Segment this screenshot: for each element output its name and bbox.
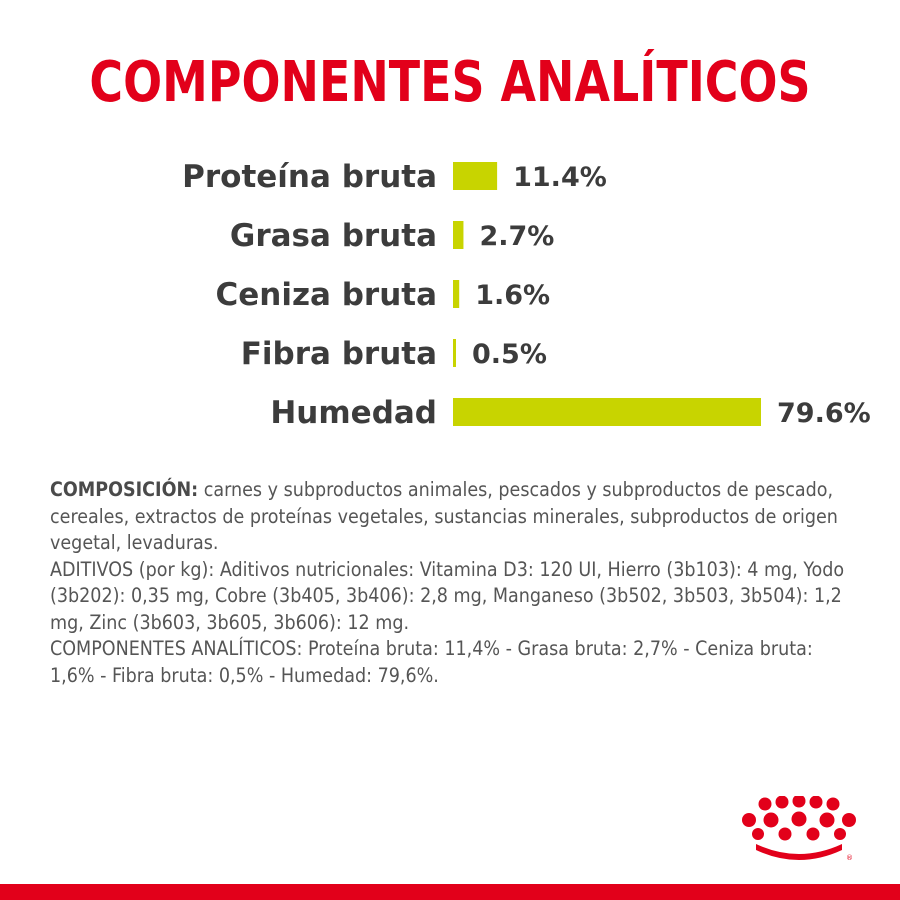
composition-ingredients: carnes y subproductos animales, pescados… [50,478,838,554]
composition-text: COMPOSICIÓN: carnes y subproductos anima… [50,477,860,689]
category-label: Proteína bruta [182,159,437,195]
category-label: Humedad [270,395,437,431]
value-label: 11.4% [513,162,607,193]
page-title: COMPONENTES ANALÍTICOS [89,50,811,115]
value-label: 1.6% [475,280,550,311]
additives-paragraph: ADITIVOS (por kg): Aditivos nutricionale… [50,557,845,634]
composition-heading: COMPOSICIÓN: [50,478,199,501]
bar [453,339,456,367]
analytical-paragraph: COMPONENTES ANALÍTICOS: Proteína bruta: … [50,637,813,687]
bar [453,162,498,190]
category-label: Grasa bruta [230,218,437,254]
value-label: 79.6% [777,398,871,429]
bar [453,280,460,308]
value-label: 2.7% [479,221,554,252]
bar [453,221,464,249]
value-label: 0.5% [472,339,547,370]
category-label: Fibra bruta [241,336,437,372]
chart-bars: Proteína bruta 11.4% Grasa bruta 2.7% Ceniza… [182,159,871,431]
category-label: Ceniza bruta [215,277,437,313]
composition-paragraph: COMPOSICIÓN: carnes y subproductos anima… [50,477,860,557]
bar-chart: Proteína bruta 11.4% Grasa bruta 2.7% Ceniza… [182,159,871,431]
bar [453,398,761,426]
royal-crown-logo: ® [742,796,856,862]
svg-text:®: ® [846,854,853,862]
footer-red-bar [0,884,900,900]
